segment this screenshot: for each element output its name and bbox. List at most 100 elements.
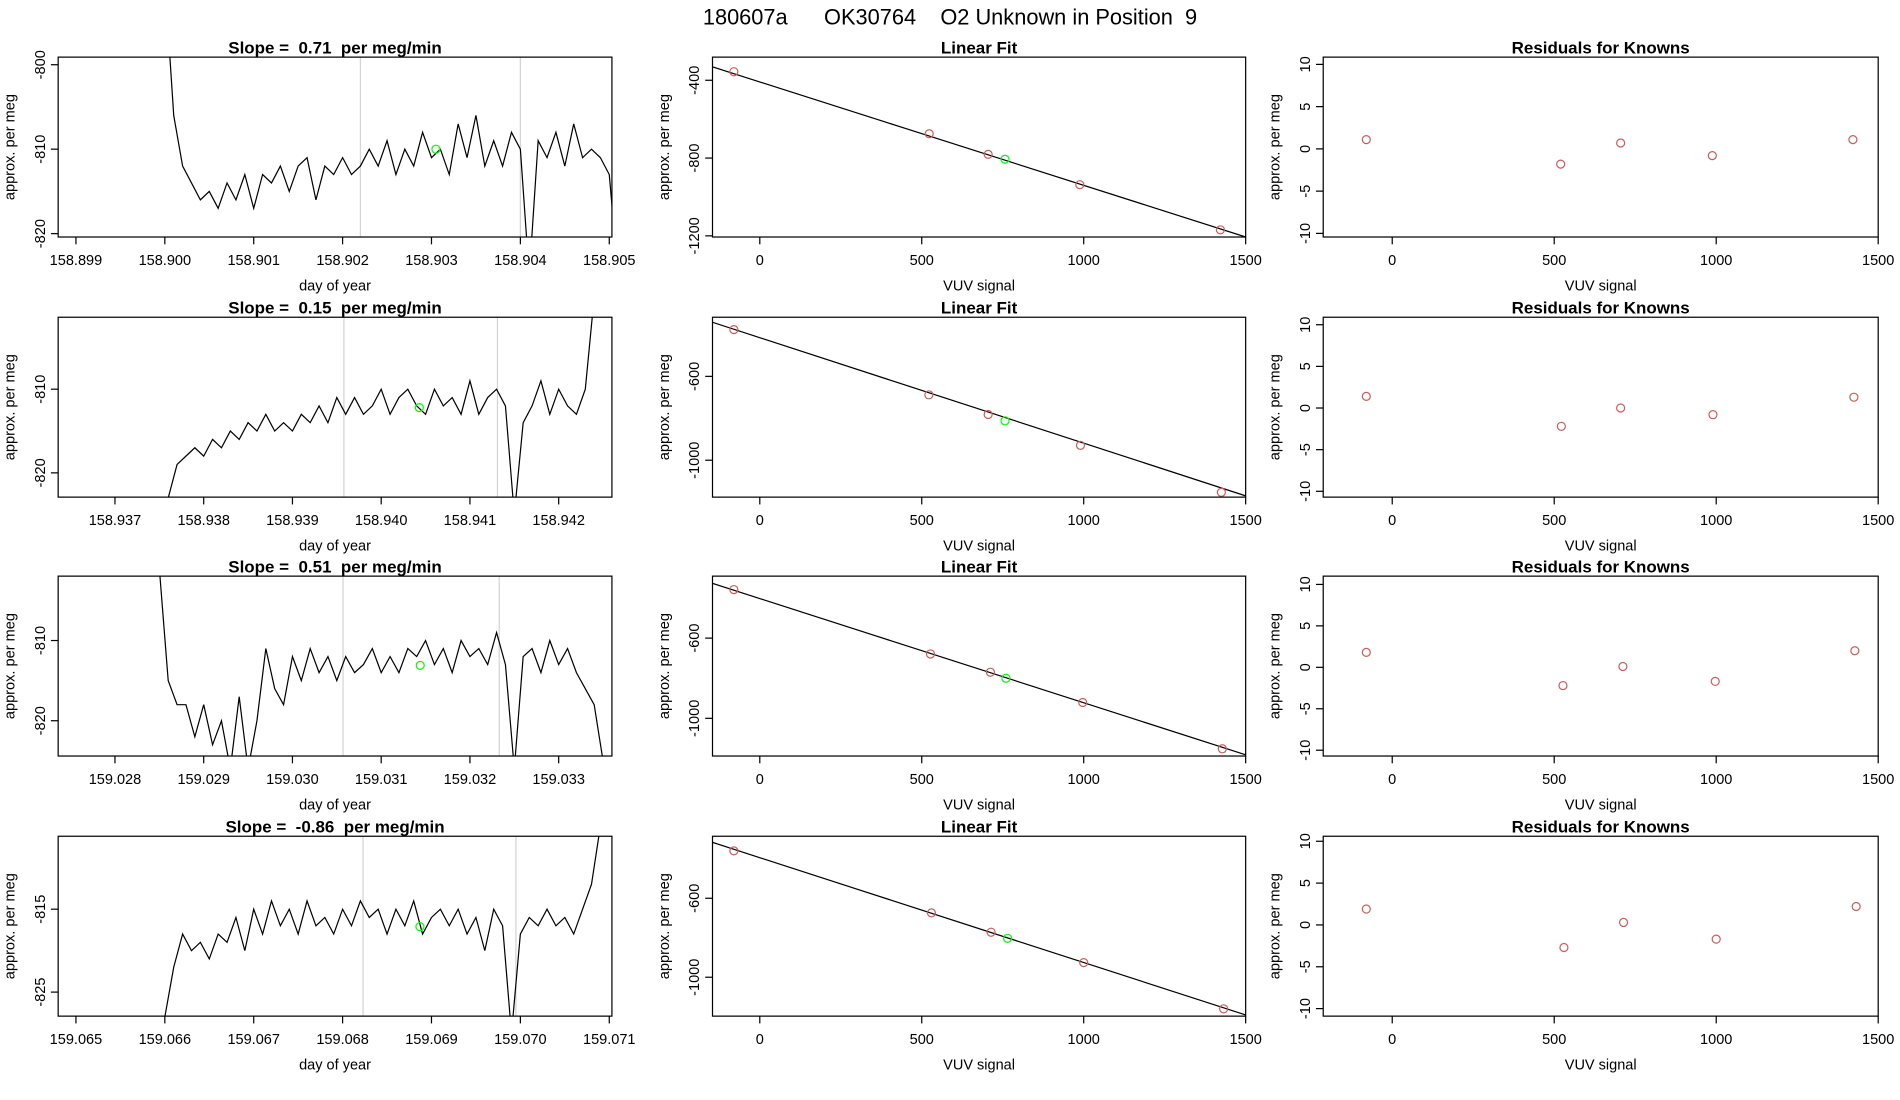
data-point <box>1556 159 1566 169</box>
x-tick-label: 158.899 <box>50 253 103 269</box>
y-tick-label: 5 <box>1298 879 1314 887</box>
plot-area <box>1361 134 1858 169</box>
plot-area <box>169 57 612 238</box>
data-point <box>924 129 934 139</box>
data-point <box>729 67 739 77</box>
data-point <box>1361 904 1371 914</box>
x-tick-label: 159.069 <box>405 1032 458 1048</box>
x-tick-label: 0 <box>756 253 764 269</box>
plot-frame <box>1322 575 1879 757</box>
y-axis-label: approx. per meg <box>657 94 673 200</box>
data-point <box>1558 680 1568 691</box>
y-tick-label: -600 <box>687 362 703 391</box>
x-axis-label: VUV signal <box>1565 278 1637 294</box>
x-tick-label: 159.066 <box>139 1032 192 1048</box>
y-axis-label: approx. per meg <box>657 873 673 979</box>
data-point <box>1618 917 1629 928</box>
data-point <box>1848 134 1858 145</box>
data-point <box>1616 138 1626 148</box>
x-tick-label: 1500 <box>1230 1032 1262 1048</box>
series-line <box>169 57 612 238</box>
y-tick-label: 0 <box>1298 663 1314 671</box>
y-tick-label: -5 <box>1298 960 1314 973</box>
y-tick-label: -10 <box>1298 998 1314 1019</box>
panel-title: Slope = -0.86 per meg/min <box>225 818 444 837</box>
data-point <box>1075 440 1086 450</box>
x-tick-label: 1500 <box>1230 772 1262 788</box>
y-tick-label: 0 <box>1298 145 1314 153</box>
unknown-point <box>1002 933 1013 943</box>
x-tick-label: 158.937 <box>89 513 142 529</box>
y-tick-label: -10 <box>1298 223 1314 244</box>
x-tick-label: 500 <box>1542 253 1566 269</box>
x-tick-label: 158.938 <box>177 513 230 529</box>
panel: Linear Fit VUV signal approx. per meg 0 500 1… <box>657 38 1262 294</box>
data-point <box>1616 403 1626 413</box>
panel-title: Linear Fit <box>941 557 1018 576</box>
y-tick-label: 5 <box>1298 103 1314 111</box>
data-point <box>1075 180 1085 190</box>
x-tick-label: 158.940 <box>355 513 408 529</box>
panel-title: Slope = 0.15 per meg/min <box>228 299 441 318</box>
panel: Slope = 0.71 per meg/min day of year appro… <box>3 38 636 294</box>
data-point <box>729 324 739 335</box>
data-point <box>1850 646 1860 656</box>
data-point <box>925 649 936 659</box>
unknown-point <box>415 660 425 671</box>
y-axis-label: approx. per meg <box>3 354 19 460</box>
x-tick-label: 159.032 <box>444 772 497 788</box>
y-axis-label: approx. per meg <box>3 613 19 719</box>
x-axis-label: VUV signal <box>1565 797 1637 813</box>
y-tick-label: -5 <box>1298 443 1314 456</box>
x-tick-label: 1000 <box>1068 1032 1100 1048</box>
y-tick-label: -800 <box>687 143 703 172</box>
x-tick-label: 159.033 <box>532 772 585 788</box>
x-tick-label: 159.031 <box>355 772 408 788</box>
x-tick-label: 0 <box>756 1032 764 1048</box>
x-tick-label: 158.900 <box>139 253 192 269</box>
data-point <box>1219 1004 1229 1014</box>
x-tick-label: 159.028 <box>89 772 142 788</box>
data-point <box>1851 901 1861 912</box>
plot-area <box>712 66 1246 238</box>
x-tick-label: 158.902 <box>316 253 369 269</box>
plot-frame <box>1322 56 1879 238</box>
panel-title: Slope = 0.51 per meg/min <box>228 557 441 576</box>
data-point <box>1361 391 1371 401</box>
y-axis-label: approx. per meg <box>3 873 19 979</box>
page-title: 180607a OK30764 O2 Unknown in Position 9 <box>703 4 1197 29</box>
unknown-point <box>1001 673 1011 683</box>
plot-frame <box>711 835 1247 1017</box>
y-tick-label: 0 <box>1298 404 1314 412</box>
y-tick-label: -10 <box>1298 481 1314 502</box>
plot-area <box>159 576 603 757</box>
x-tick-label: 1500 <box>1862 1032 1894 1048</box>
y-tick-label: 10 <box>1298 56 1314 72</box>
plot-area <box>1361 646 1860 691</box>
y-tick-label: -825 <box>33 978 49 1007</box>
x-tick-label: 500 <box>1542 513 1566 529</box>
series-line <box>159 576 603 757</box>
x-tick-label: 159.065 <box>50 1032 103 1048</box>
x-axis-label: VUV signal <box>943 1058 1015 1074</box>
panel: Residuals for Knowns VUV signal approx. pe… <box>1268 299 1895 555</box>
x-tick-label: 1000 <box>1068 513 1100 529</box>
panel-title: Residuals for Knowns <box>1512 557 1690 576</box>
panel-title: Residuals for Knowns <box>1512 299 1690 318</box>
data-point <box>1711 934 1721 944</box>
plot-frame <box>57 835 613 1017</box>
x-tick-label: 1500 <box>1862 253 1894 269</box>
y-tick-label: -5 <box>1298 702 1314 715</box>
fit-line <box>712 321 1246 497</box>
x-tick-label: 500 <box>910 772 934 788</box>
x-tick-label: 159.070 <box>494 1032 547 1048</box>
y-tick-label: -810 <box>33 626 49 655</box>
x-tick-label: 0 <box>1388 772 1396 788</box>
x-tick-label: 500 <box>1542 772 1566 788</box>
x-tick-label: 0 <box>1388 1032 1396 1048</box>
y-tick-label: -820 <box>33 706 49 735</box>
x-tick-label: 0 <box>756 772 764 788</box>
data-point <box>983 409 993 420</box>
data-point <box>1710 676 1720 687</box>
y-tick-label: -600 <box>687 624 703 653</box>
